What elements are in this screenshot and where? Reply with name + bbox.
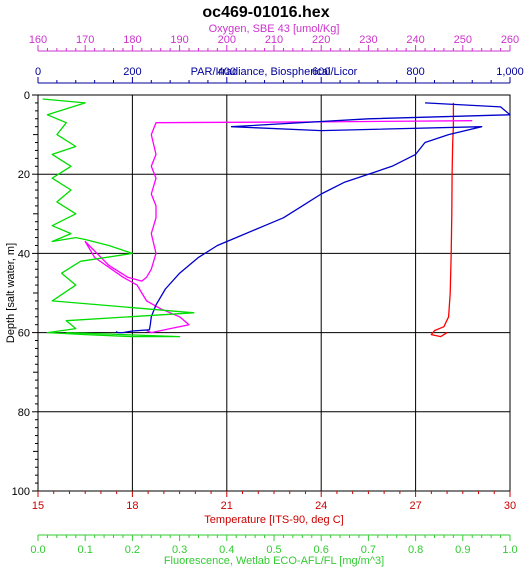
fluorescence-tick-label: 0.3: [172, 544, 187, 556]
top-axes: Oxygen, SBE 43 [umol/Kg] 160 170 180 190 200 2…: [29, 23, 524, 84]
oxygen-tick-label: 170: [76, 34, 94, 46]
par-tick-label: 1,000: [496, 66, 524, 78]
fluorescence-tick-label: 0.1: [78, 544, 93, 556]
depth-tick-label: 0: [24, 90, 30, 102]
par-tick-label: 200: [123, 66, 141, 78]
fluorescence-tick-label: 1.0: [502, 544, 517, 556]
plot-area: [37, 94, 511, 492]
oxygen-tick-label: 200: [218, 34, 236, 46]
par-tick-label: 0: [35, 66, 41, 78]
fluorescence-tick-label: 0.9: [455, 544, 470, 556]
depth-tick-label: 40: [18, 248, 30, 260]
fluorescence-tick-label: 0.5: [266, 544, 281, 556]
par-tick-label: 800: [406, 66, 424, 78]
temperature-axis-label: Temperature [ITS-90, deg C]: [204, 514, 343, 526]
par-series-line: [115, 102, 511, 334]
par-tick-label: 600: [312, 66, 330, 78]
fluorescence-tick-label: 0.4: [219, 544, 234, 556]
bottom-axes: Temperature [ITS-90, deg C] 15 18 21 24 27 30 F…: [30, 491, 518, 567]
par-tick-label: 400: [218, 66, 236, 78]
oxygen-tick-label: 230: [359, 34, 377, 46]
temperature-tick-label: 30: [504, 500, 516, 512]
chart-title: oc469-01016.hex: [202, 4, 329, 21]
depth-axis-label: Depth [salt water, m]: [5, 243, 17, 343]
depth-tick-label: 20: [18, 169, 30, 181]
oxygen-tick-label: 210: [265, 34, 283, 46]
oxygen-tick-label: 260: [501, 34, 519, 46]
oxygen-series-line: [84, 120, 473, 334]
temperature-tick-label: 15: [32, 500, 44, 512]
oxygen-tick-label: 220: [312, 34, 330, 46]
grid-lines: [38, 95, 510, 491]
depth-tick-label: 80: [18, 407, 30, 419]
oxygen-tick-label: 190: [170, 34, 188, 46]
oxygen-axis-label: Oxygen, SBE 43 [umol/Kg]: [209, 23, 340, 35]
depth-axis: 0 20 40 60 80 100: [12, 90, 38, 498]
temperature-tick-label: 21: [221, 500, 233, 512]
temperature-tick-label: 27: [409, 500, 421, 512]
oxygen-tick-label: 180: [123, 34, 141, 46]
fluorescence-tick-label: 0.2: [125, 544, 140, 556]
series-layer: [42, 98, 511, 338]
depth-tick-label: 60: [18, 328, 30, 340]
temperature-series-line: [430, 102, 455, 338]
temperature-tick-label: 24: [315, 500, 327, 512]
temperature-tick-label: 18: [126, 500, 138, 512]
par-axis-label: PAR/Irradiance, Biospherical/Licor: [191, 66, 358, 78]
fluorescence-axis-label: Fluorescence, Wetlab ECO-AFL/FL [mg/m^3]: [164, 555, 384, 567]
oxygen-tick-label: 250: [454, 34, 472, 46]
depth-tick-label: 100: [12, 486, 30, 498]
oxygen-tick-label: 240: [406, 34, 424, 46]
fluorescence-tick-label: 0.8: [408, 544, 423, 556]
fluorescence-tick-label: 0.7: [361, 544, 376, 556]
fluorescence-tick-label: 0.0: [30, 544, 45, 556]
fluorescence-tick-label: 0.6: [314, 544, 329, 556]
oxygen-tick-label: 160: [29, 34, 47, 46]
fluorescence-series-line: [42, 98, 195, 338]
